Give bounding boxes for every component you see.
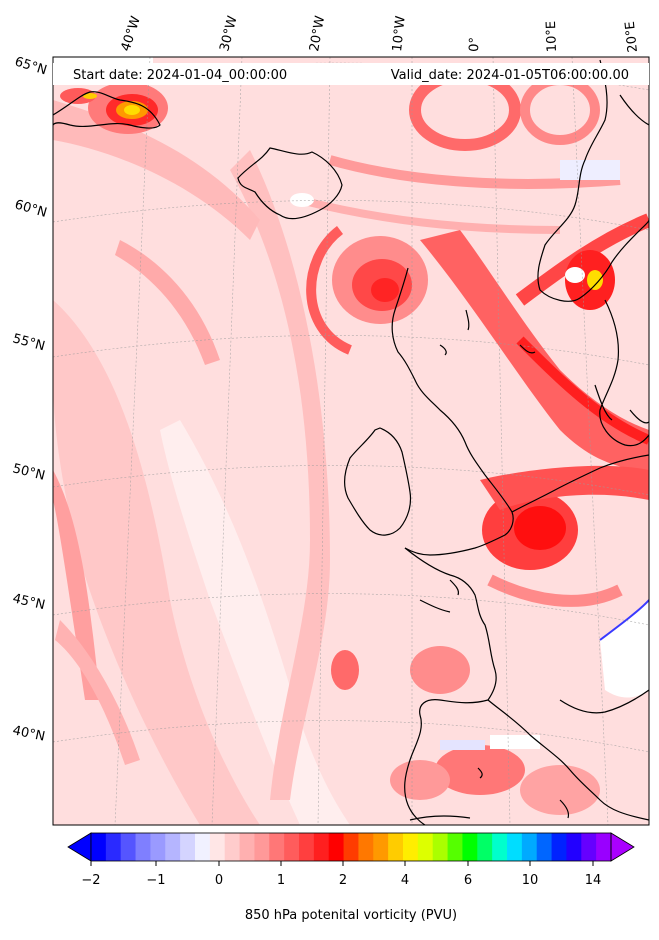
- start-date-label: Start date: 2024-01-04_00:00:00: [73, 68, 287, 83]
- norway-coast: [537, 59, 649, 302]
- colorbar-cell: [120, 833, 136, 861]
- colorbar-cell: [403, 833, 419, 861]
- colorbar-cell: [224, 833, 240, 861]
- colorbar-frame: [90, 832, 612, 862]
- lat-label: 40°N: [11, 723, 46, 744]
- colorbar-tick-label: −1: [146, 873, 165, 888]
- colorbar-cell: [566, 833, 582, 861]
- colorbar-cell: [536, 833, 552, 861]
- lon-label: 20°W: [307, 15, 328, 53]
- colorbar-cell: [105, 833, 122, 861]
- lon-label: 20°E: [623, 20, 641, 53]
- colorbar: −2 −1 0 1 2 4 6 10 14 850 hPa potenital …: [67, 832, 635, 923]
- colorbar-cell: [477, 833, 493, 861]
- great-britain-coast: [391, 267, 514, 556]
- lat-label: 60°N: [13, 197, 49, 220]
- colorbar-cell: [239, 833, 255, 861]
- latitude-labels: 65°N 60°N 55°N 50°N 45°N 40°N: [11, 54, 49, 744]
- colorbar-tick-label: −2: [81, 873, 100, 888]
- colorbar-cell: [492, 833, 508, 861]
- colorbar-cell: [165, 833, 181, 861]
- colorbar-cell: [254, 833, 270, 861]
- colorbar-tick-label: 0: [215, 873, 223, 888]
- iceland-coast: [237, 147, 343, 220]
- lon-label: 30°W: [217, 14, 240, 53]
- colorbar-cell: [135, 833, 151, 861]
- colorbar-cell: [432, 833, 448, 861]
- colorbar-cell: [313, 833, 330, 861]
- colorbar-ticks: −2 −1 0 1 2 4 6 10 14: [81, 861, 601, 888]
- colorbar-cell: [551, 833, 567, 861]
- ireland-coast: [344, 427, 412, 536]
- colorbar-extend-max: [610, 832, 635, 862]
- colorbar-cell: [209, 833, 226, 861]
- lon-label: 40°W: [119, 14, 144, 53]
- colorbar-cell: [180, 833, 196, 861]
- colorbar-cell: [581, 833, 597, 861]
- lon-label: 10°E: [544, 21, 560, 53]
- colorbar-tick-label: 1: [277, 873, 285, 888]
- header-band: [53, 63, 649, 85]
- colorbar-cell: [284, 833, 300, 861]
- colorbar-cell: [507, 833, 523, 861]
- colorbar-cell: [521, 833, 538, 861]
- map-frame: [52, 56, 650, 826]
- colorbar-cell: [328, 833, 344, 861]
- colorbar-cells: [91, 833, 612, 861]
- lat-label: 55°N: [11, 331, 47, 354]
- colorbar-tick-label: 10: [522, 873, 539, 888]
- colorbar-cell: [596, 833, 612, 861]
- colorbar-tick-label: 6: [464, 873, 472, 888]
- colorbar-cell: [373, 833, 389, 861]
- lon-label: 10°W: [390, 15, 409, 52]
- colorbar-cell: [462, 833, 478, 861]
- colorbar-cell: [343, 833, 359, 861]
- coastlines: [53, 59, 649, 825]
- colorbar-extend-min: [67, 832, 92, 862]
- lon-label: 0°: [467, 37, 483, 52]
- colorbar-cell: [91, 833, 107, 861]
- valid-date-label: Valid_date: 2024-01-05T06:00:00.00: [391, 68, 629, 83]
- colorbar-cell: [447, 833, 463, 861]
- iberia-coast: [404, 699, 489, 825]
- colorbar-cell: [388, 833, 404, 861]
- colorbar-label: 850 hPa potenital vorticity (PVU): [245, 908, 457, 923]
- colorbar-cell: [299, 833, 315, 861]
- france-coast: [404, 547, 497, 701]
- colorbar-tick-label: 4: [401, 873, 409, 888]
- lat-label: 50°N: [11, 461, 46, 483]
- graticule: [53, 57, 649, 825]
- colorbar-cell: [269, 833, 285, 861]
- colorbar-tick-label: 14: [585, 873, 602, 888]
- longitude-labels: 40°W 30°W 20°W 10°W 0° 10°E 20°E: [119, 14, 641, 53]
- colorbar-cell: [195, 833, 211, 861]
- lat-label: 45°N: [11, 591, 46, 613]
- colorbar-cell: [417, 833, 434, 861]
- lat-label: 65°N: [13, 54, 49, 78]
- colorbar-cell: [358, 833, 374, 861]
- colorbar-cell: [150, 833, 166, 861]
- map-panel: [53, 57, 649, 825]
- colorbar-tick-label: 2: [339, 873, 347, 888]
